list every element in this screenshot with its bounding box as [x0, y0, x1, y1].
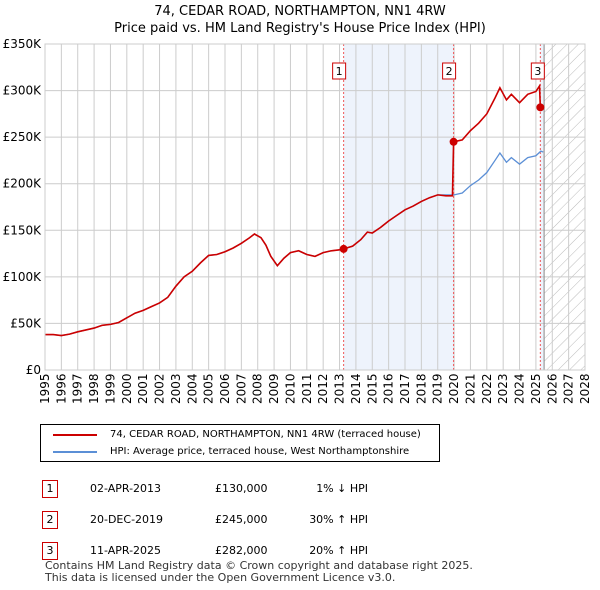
transaction-row: 3 11-APR-2025 £282,000 20% ↑ HPI — [0, 542, 600, 562]
transaction-row: 2 20-DEC-2019 £245,000 30% ↑ HPI — [0, 511, 600, 531]
x-tick-label: 2006 — [218, 373, 232, 404]
x-tick-label: 2018 — [414, 373, 428, 404]
legend-swatch — [53, 433, 97, 436]
legend: 74, CEDAR ROAD, NORTHAMPTON, NN1 4RW (te… — [40, 424, 440, 462]
x-tick-label: 2004 — [185, 373, 199, 404]
footer-line: This data is licensed under the Open Gov… — [45, 571, 396, 584]
x-tick-label: 2015 — [365, 373, 379, 404]
shaded-period — [540, 44, 545, 370]
x-tick-label: 2026 — [545, 373, 559, 404]
x-tick-label: 1996 — [54, 373, 68, 404]
x-tick-label: 1995 — [38, 373, 52, 404]
sale-date: 11-APR-2025 — [90, 544, 162, 557]
y-tick-label: £100K — [3, 270, 43, 284]
x-tick-label: 1999 — [103, 373, 117, 404]
x-tick-label: 2012 — [316, 373, 330, 404]
y-tick-label: £350K — [3, 37, 43, 51]
x-tick-label: 2009 — [267, 373, 281, 404]
x-tick-label: 2008 — [251, 373, 265, 404]
x-tick-label: 2005 — [202, 373, 216, 404]
sale-price: £282,000 — [215, 544, 268, 557]
sale-date: 02-APR-2013 — [90, 482, 162, 495]
y-tick-label: £300K — [3, 84, 43, 98]
x-tick-label: 2020 — [447, 373, 461, 404]
sale-marker-badge: 3 — [42, 542, 58, 560]
y-tick-label: £250K — [3, 130, 43, 144]
x-tick-label: 2024 — [513, 373, 527, 404]
hpi-comparison: 1% ↓ HPI — [316, 482, 368, 495]
x-tick-label: 2001 — [136, 373, 150, 404]
sale-point — [449, 137, 458, 146]
x-tick-label: 2022 — [480, 373, 494, 404]
x-tick-label: 2027 — [562, 373, 576, 404]
shaded-period — [343, 44, 454, 370]
sale-marker-label: 2 — [446, 65, 453, 78]
x-tick-label: 2013 — [333, 373, 347, 404]
sale-marker-label: 3 — [534, 65, 541, 78]
sale-marker-badge: 2 — [42, 511, 58, 529]
legend-item-hpi: HPI: Average price, terraced house, West… — [53, 446, 409, 457]
sale-marker-label: 1 — [336, 65, 343, 78]
plot-border — [44, 43, 586, 371]
legend-swatch — [53, 450, 97, 453]
y-tick-label: £200K — [3, 177, 43, 191]
sale-price: £245,000 — [215, 513, 268, 526]
x-tick-label: 2010 — [283, 373, 297, 404]
x-tick-label: 1997 — [71, 373, 85, 404]
sale-marker-badge: 1 — [42, 480, 58, 498]
price-chart: 1995 1996 1997 1998 1999 2000 2001 2002 2003 2004… — [3, 37, 592, 404]
x-tick-label: 2023 — [496, 373, 510, 404]
sale-point — [536, 103, 545, 112]
x-tick-label: 2025 — [529, 373, 543, 404]
legend-label: HPI: Average price, terraced house, West… — [110, 446, 410, 457]
x-tick-label: 1998 — [87, 373, 101, 404]
forecast-hatch — [544, 44, 585, 370]
y-tick-label: £0 — [26, 363, 41, 377]
sale-price: £130,000 — [215, 482, 268, 495]
x-tick-label: 2014 — [349, 373, 363, 404]
transaction-row: 1 02-APR-2013 £130,000 1% ↓ HPI — [0, 480, 600, 500]
sale-marker-box — [332, 62, 347, 80]
x-tick-label: 2028 — [578, 373, 592, 404]
legend-item-property: 74, CEDAR ROAD, NORTHAMPTON, NN1 4RW (te… — [53, 429, 421, 440]
x-tick-label: 2007 — [234, 373, 248, 404]
hpi-line — [45, 150, 544, 337]
y-tick-label: £50K — [10, 316, 42, 330]
hpi-comparison: 30% ↑ HPI — [309, 513, 368, 526]
sale-marker-box — [442, 62, 457, 80]
footer: Contains HM Land Registry data © Crown c… — [45, 560, 473, 584]
price-paid-line — [45, 83, 542, 337]
legend-label: 74, CEDAR ROAD, NORTHAMPTON, NN1 4RW (te… — [110, 429, 421, 440]
footer-line: Contains HM Land Registry data © Crown c… — [45, 559, 473, 572]
x-tick-label: 2011 — [300, 373, 314, 404]
chart-subtitle: Price paid vs. HM Land Registry's House … — [114, 21, 486, 36]
x-tick-label: 2017 — [398, 373, 412, 404]
sale-date: 20-DEC-2019 — [90, 513, 164, 526]
x-tick-label: 2000 — [120, 373, 134, 404]
x-tick-label: 2021 — [463, 373, 477, 404]
x-tick-label: 2019 — [431, 373, 445, 404]
sale-marker-box — [530, 62, 545, 80]
hpi-comparison: 20% ↑ HPI — [309, 544, 368, 557]
sale-point — [339, 244, 348, 253]
x-tick-label: 2002 — [153, 373, 167, 404]
y-tick-label: £150K — [3, 223, 43, 237]
chart-title: 74, CEDAR ROAD, NORTHAMPTON, NN1 4RW — [154, 4, 446, 19]
x-tick-label: 2016 — [382, 373, 396, 404]
x-tick-label: 2003 — [169, 373, 183, 404]
